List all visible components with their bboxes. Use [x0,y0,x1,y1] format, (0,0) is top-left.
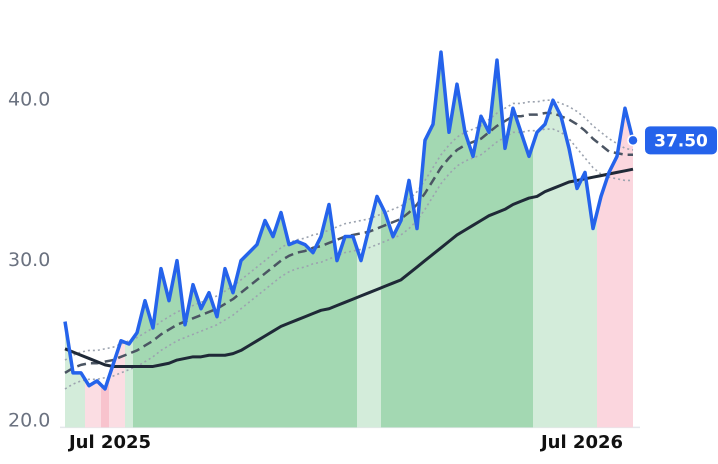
price-area [85,379,93,428]
price-area [301,242,309,428]
price-area [317,220,325,428]
price-area [549,100,557,428]
price-area [341,236,349,428]
price-area [437,52,445,428]
price-area [413,184,421,428]
price-area [261,220,269,428]
price-area [269,224,277,428]
price-area [157,268,165,428]
price-area [493,60,501,428]
price-area [309,244,317,428]
price-area [629,124,633,428]
last-point [627,134,639,147]
price-area [125,338,133,428]
price-area [221,268,229,428]
price-area [277,212,285,428]
price-area [453,84,461,428]
price-area [621,108,629,428]
price-area [381,204,389,428]
price-area [525,144,533,428]
price-area [181,292,189,428]
price-area [365,212,373,428]
price-area [141,300,149,428]
y-tick-label: 40.0 [8,89,50,111]
x-tick-label: Jul 2026 [539,432,623,453]
y-tick-label: 20.0 [8,409,50,431]
price-area [405,180,413,428]
price-area [101,376,109,428]
price-line [63,50,635,391]
price-area [253,232,261,428]
price-area [581,172,589,428]
last-value-label: 37.50 [654,131,708,151]
price-area [397,200,405,428]
price-area [557,108,565,428]
price-area [589,200,597,428]
price-area [197,296,205,428]
price-area [293,241,301,428]
price-area [285,228,293,428]
price-area [149,298,157,428]
price-area [165,280,173,428]
price-area [349,236,357,428]
y-tick-label: 30.0 [8,249,50,271]
price-area [509,108,517,428]
price-area [533,128,541,428]
price-area [485,96,493,428]
price-area [117,340,125,428]
price-area [245,248,253,428]
price-area [477,116,485,428]
price-area [93,380,101,428]
indicator-line [64,167,634,368]
x-tick-label: Jul 2025 [67,432,151,453]
price-area [469,136,477,428]
price-area [133,316,141,428]
price-area [573,168,581,428]
price-area [517,120,525,428]
price-area [421,132,429,428]
price-area [501,104,509,428]
price-area [77,372,85,428]
price-area [333,232,341,428]
price-area [597,184,605,428]
price-area [237,256,245,428]
price-area [325,204,333,428]
indicator-line [64,111,633,374]
price-area [565,132,573,428]
price-area [461,108,469,428]
price-area [541,112,549,428]
price-area [613,132,621,428]
price-area [605,164,613,428]
price-area [389,224,397,428]
price-area [429,88,437,428]
price-area [357,244,365,428]
price-area [173,260,181,428]
last-value-badge [645,126,717,155]
price-area [373,196,381,428]
price-area [213,292,221,428]
indicator-line [64,99,634,361]
